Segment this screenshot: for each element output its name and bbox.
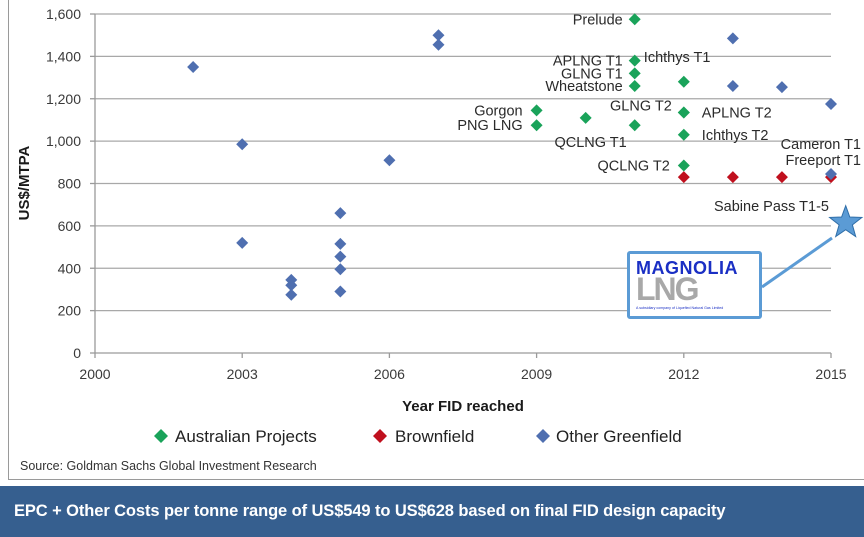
data-point-other-greenfield: [334, 250, 347, 263]
x-tick-label: 2000: [79, 366, 110, 382]
x-tick-label: 2006: [374, 366, 405, 382]
y-tick-label: 1,200: [46, 91, 81, 107]
point-label: APLNG T1: [553, 54, 623, 70]
annotation-label: Cameron T1: [781, 137, 861, 153]
legend-label: Other Greenfield: [556, 427, 682, 446]
data-point-other-greenfield: [334, 263, 347, 276]
y-tick-label: 1,400: [46, 48, 81, 64]
y-tick-label: 1,000: [46, 133, 81, 149]
annotation-label: Sabine Pass T1-5: [714, 199, 829, 215]
data-point-other-greenfield: [432, 38, 445, 51]
data-point-brownfield: [677, 171, 690, 184]
point-label: Gorgon: [474, 103, 522, 119]
data-point-australian-projects: [628, 80, 641, 93]
data-point-other-greenfield: [432, 29, 445, 42]
point-label: PNG LNG: [457, 118, 522, 134]
source-note: Source: Goldman Sachs Global Investment …: [20, 459, 317, 473]
y-axis-title: US$/MTPA: [16, 145, 33, 220]
legend-marker-blue-diamond: [536, 429, 550, 443]
star-icon: [828, 204, 864, 238]
legend-marker-green-diamond: [154, 429, 168, 443]
legend-label: Australian Projects: [175, 427, 317, 446]
data-point-other-greenfield: [236, 236, 249, 249]
magnolia-star-marker: [828, 204, 864, 238]
point-label: QCLNG T1: [554, 135, 626, 151]
y-tick-label: 400: [58, 260, 82, 276]
point-label: APLNG T2: [702, 106, 772, 122]
data-point-other-greenfield: [334, 207, 347, 220]
data-points: [187, 13, 837, 301]
summary-banner: EPC + Other Costs per tonne range of US$…: [0, 486, 864, 537]
data-point-other-greenfield: [334, 285, 347, 298]
data-point-other-greenfield: [726, 32, 739, 45]
data-point-australian-projects: [628, 13, 641, 26]
data-point-other-greenfield: [285, 288, 298, 301]
legend-item-australian: Australian Projects: [154, 427, 317, 446]
data-point-australian-projects: [677, 106, 690, 119]
logo-tagline: A subsidiary company of Liquefied Natura…: [636, 306, 724, 310]
data-point-australian-projects: [628, 54, 641, 67]
point-label: Ichthys T2: [702, 128, 769, 144]
data-point-other-greenfield: [383, 154, 396, 167]
point-label: GLNG T2: [610, 99, 672, 115]
chart-frame: [8, 0, 864, 480]
point-label: Prelude: [573, 12, 623, 28]
axes: [90, 13, 832, 358]
legend-marker-red-diamond: [373, 429, 387, 443]
annotation-label: Freeport T1: [786, 153, 862, 169]
point-label: QCLNG T2: [598, 158, 670, 174]
point-label: Ichthys T1: [644, 50, 711, 66]
x-tick-label: 2012: [668, 366, 699, 382]
data-point-australian-projects: [677, 128, 690, 141]
x-tick-label: 2009: [521, 366, 552, 382]
legend: Australian Projects Brownfield Other Gre…: [154, 427, 682, 446]
data-point-other-greenfield: [825, 167, 837, 180]
data-point-australian-projects: [677, 159, 690, 172]
y-tick-label: 800: [58, 176, 82, 192]
logo-wordmark-bottom: LNG: [636, 271, 700, 307]
data-point-brownfield: [726, 171, 739, 184]
data-point-other-greenfield: [236, 138, 249, 151]
data-point-australian-projects: [628, 119, 641, 132]
legend-item-other-greenfield: Other Greenfield: [536, 427, 682, 446]
data-point-other-greenfield: [334, 237, 347, 250]
y-tick-label: 1,600: [46, 6, 81, 22]
x-axis-title: Year FID reached: [402, 398, 524, 415]
data-point-australian-projects: [579, 111, 592, 124]
point-label: Wheatstone: [545, 79, 622, 95]
data-point-other-greenfield: [187, 60, 200, 73]
data-point-australian-projects: [677, 75, 690, 88]
y-tick-labels: 0 200 400 600 800 1,000 1,200 1,400 1,600: [46, 6, 81, 361]
data-point-other-greenfield: [285, 279, 298, 292]
legend-label: Brownfield: [395, 427, 474, 446]
x-tick-label: 2003: [227, 366, 258, 382]
data-point-australian-projects: [530, 104, 543, 117]
y-tick-label: 200: [58, 303, 82, 319]
logo-wordmark-top: MAGNOLIA: [636, 258, 738, 278]
point-label: GLNG T1: [561, 66, 623, 82]
y-tick-label: 0: [73, 345, 81, 361]
y-tick-label: 600: [58, 218, 82, 234]
magnolia-connector-line: [761, 236, 833, 289]
x-tick-labels: 2000 2003 2006 2009 2012 2015: [79, 366, 846, 382]
data-point-australian-projects: [530, 119, 543, 132]
data-point-brownfield: [775, 171, 788, 184]
data-point-australian-projects: [628, 67, 641, 80]
legend-item-brownfield: Brownfield: [373, 427, 474, 446]
data-point-other-greenfield: [825, 98, 837, 111]
magnolia-lng-logo: MAGNOLIA LNG A subsidiary company of Liq…: [627, 251, 762, 319]
data-point-other-greenfield: [726, 80, 739, 93]
data-point-other-greenfield: [775, 81, 788, 94]
x-tick-label: 2015: [815, 366, 846, 382]
